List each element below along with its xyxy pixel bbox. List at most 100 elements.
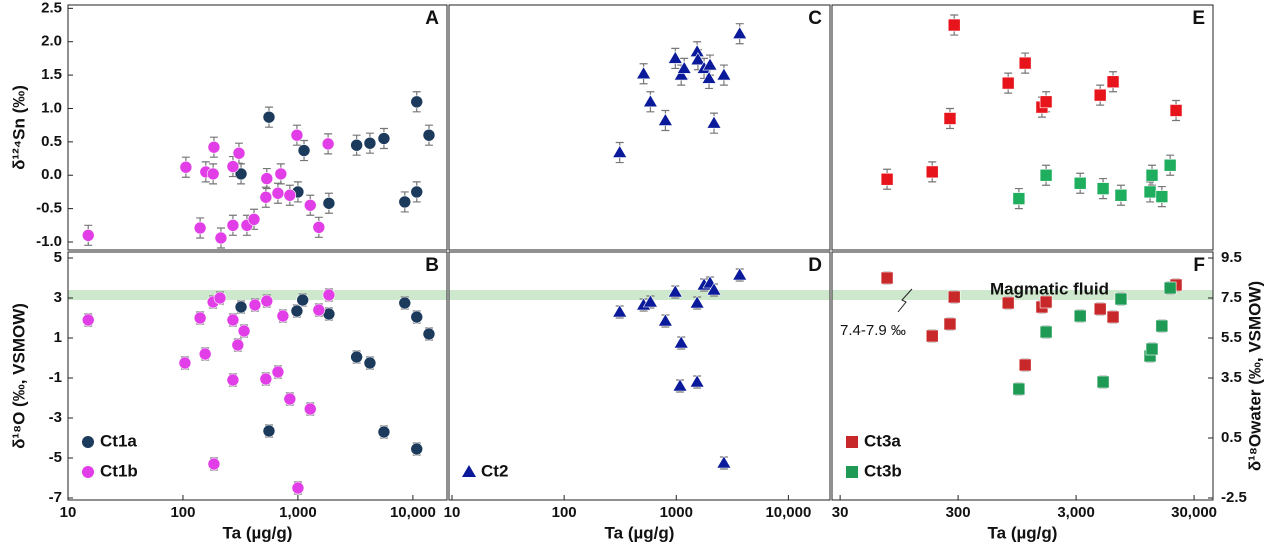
marker <box>303 402 317 416</box>
marker <box>274 167 288 181</box>
legend-label: Ct3b <box>864 461 902 480</box>
y-tick-label: 1.5 <box>41 66 62 83</box>
marker <box>706 115 722 129</box>
marker <box>226 373 240 387</box>
marker <box>226 218 240 232</box>
marker <box>1039 168 1053 182</box>
panel-frame <box>831 4 1214 251</box>
marker <box>701 70 717 84</box>
marker <box>1093 302 1107 316</box>
marker <box>673 67 689 81</box>
marker <box>271 365 285 379</box>
marker <box>673 335 689 349</box>
marker <box>410 185 424 199</box>
marker <box>193 311 207 325</box>
marker <box>1018 358 1032 372</box>
y-tick-label: 5 <box>54 249 62 266</box>
marker <box>234 167 248 181</box>
marker <box>363 136 377 150</box>
magmatic-band <box>449 290 830 300</box>
marker <box>207 140 221 154</box>
marker <box>732 26 748 40</box>
x-tick-label: 30,000 <box>1171 504 1217 521</box>
marker <box>1039 325 1053 339</box>
y2-axis-label: δ¹⁸Owater (‰, VSMOW) <box>1245 281 1264 471</box>
y2-tick-label: 0.5 <box>1221 429 1242 446</box>
marker <box>81 229 95 242</box>
marker <box>322 288 336 302</box>
marker <box>667 284 683 298</box>
marker <box>1018 56 1032 70</box>
marker <box>1155 319 1169 333</box>
legend-marker <box>82 436 94 448</box>
marker <box>260 172 274 185</box>
panel-frame <box>448 4 831 251</box>
panel-frame <box>67 4 448 251</box>
legend-marker <box>82 466 94 478</box>
marker <box>81 313 95 327</box>
marker <box>1012 382 1026 396</box>
marker <box>322 196 336 210</box>
marker <box>262 110 276 124</box>
marker <box>410 310 424 324</box>
marker <box>262 424 276 438</box>
marker <box>1001 76 1015 90</box>
marker <box>237 324 251 338</box>
marker <box>612 144 628 158</box>
marker <box>363 356 377 370</box>
y-tick-label: -3 <box>49 409 62 426</box>
marker <box>321 137 335 151</box>
marker <box>377 132 391 145</box>
marker <box>672 378 688 392</box>
y2-tick-label: 3.5 <box>1221 369 1242 386</box>
x-tick-label: 10 <box>444 504 461 521</box>
marker <box>193 221 207 235</box>
x-tick-label: 30 <box>832 504 849 521</box>
marker <box>178 356 192 370</box>
marker <box>880 271 894 285</box>
x-tick-label: 100 <box>170 504 195 521</box>
marker <box>312 303 326 317</box>
marker <box>732 267 748 281</box>
legend-label: Ct1a <box>100 431 137 450</box>
panel-label: A <box>425 8 439 29</box>
x-axis-label: Ta (µg/g) <box>605 523 675 542</box>
marker <box>291 481 305 495</box>
marker <box>312 221 326 234</box>
marker <box>206 167 220 181</box>
marker <box>283 188 297 202</box>
marker <box>226 160 240 173</box>
marker <box>1155 190 1169 203</box>
magmatic-band <box>68 290 447 300</box>
marker <box>290 304 304 318</box>
y-tick-label: -0.5 <box>36 200 62 217</box>
marker <box>179 160 193 174</box>
legend-label: Ct1b <box>100 461 138 480</box>
marker <box>350 138 363 152</box>
x-tick-label: 1000 <box>660 504 693 521</box>
x-axis-label: Ta (µg/g) <box>223 523 293 542</box>
marker <box>1096 182 1110 195</box>
marker <box>1073 176 1087 190</box>
marker <box>667 50 683 64</box>
marker <box>232 146 246 160</box>
marker <box>716 67 732 81</box>
legend-marker <box>846 466 858 478</box>
marker <box>880 172 894 186</box>
marker <box>1145 168 1159 182</box>
marker <box>1093 88 1107 102</box>
marker <box>259 190 273 204</box>
marker <box>207 457 221 471</box>
marker <box>422 128 436 142</box>
marker <box>1096 375 1110 389</box>
y-tick-label: 1 <box>54 329 62 346</box>
marker <box>283 392 297 406</box>
marker <box>398 296 412 310</box>
y2-tick-label: -2.5 <box>1221 489 1247 506</box>
y-tick-label: 0.0 <box>41 166 62 183</box>
marker <box>248 298 262 312</box>
marker <box>350 350 363 364</box>
x-tick-label: 10 <box>60 504 77 521</box>
x-tick-label: 1,000 <box>279 504 317 521</box>
